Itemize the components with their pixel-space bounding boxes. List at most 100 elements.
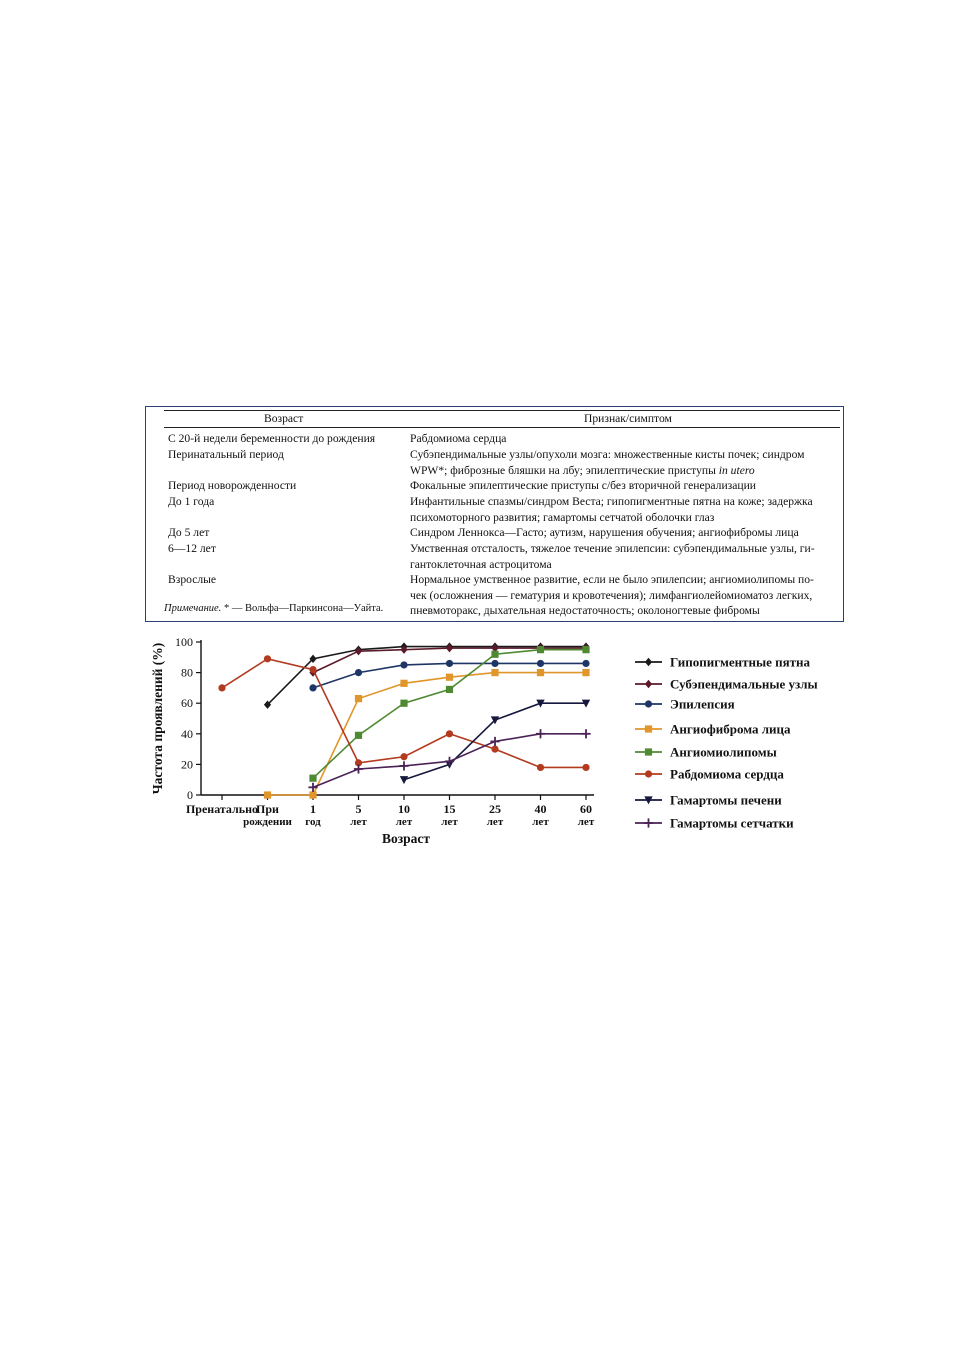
symptom-cell: Умственная отсталость, тяжелое течение э… (410, 541, 840, 572)
legend-marker (644, 796, 653, 805)
symptom-line: Субэпендимальные узлы/опухоли мозга: мно… (410, 448, 805, 461)
symptom-line: пневмоторакс, дыхательная недостаточност… (410, 604, 760, 617)
data-point (400, 661, 408, 669)
data-point (354, 759, 363, 767)
legend-label: Ангиомиолипомы (670, 745, 777, 760)
data-point (445, 730, 454, 738)
data-point (445, 643, 454, 653)
data-point (263, 700, 272, 709)
symptom-cell: Фокальные эпилептические приступы с/без … (410, 478, 840, 494)
data-point (491, 669, 499, 677)
x-tick-label: 5 (356, 802, 362, 816)
data-point (582, 646, 590, 654)
age-cell: Взрослые (168, 573, 217, 586)
age-cell: С 20-й недели беременности до рождения (168, 432, 376, 445)
symptom-line: психомоторного развития; гамартомы сетча… (410, 510, 715, 524)
data-point (536, 659, 545, 668)
symptom-line: WPW*; фиброзные бляшки на лбу; эпилептич… (410, 463, 755, 477)
table-header: Возраст Признак/симптом (164, 410, 840, 428)
x-tick-label: лет (578, 816, 595, 828)
symptom-cell: Синдром Леннокса—Гасто; аутизм, нарушени… (410, 525, 840, 541)
data-point (400, 753, 408, 761)
data-point (309, 774, 317, 782)
symptom-line: Фокальные эпилептические приступы с/без … (410, 479, 756, 492)
chart-series (218, 642, 591, 799)
legend-label: Субэпендимальные узлы (670, 677, 818, 692)
y-tick-label: 60 (181, 696, 193, 710)
legend-entry: Субэпендимальные узлы (635, 677, 818, 692)
y-axis-title: Частота проявлений (%) (150, 643, 165, 795)
data-point (309, 665, 317, 674)
x-tick-label: год (305, 816, 321, 828)
series-Ангиофиброма лица (263, 669, 590, 799)
series-line (266, 645, 586, 706)
x-tick-label: 15 (444, 802, 456, 816)
data-point (444, 756, 455, 766)
frequency-line-chart: 020406080100ПренатальноПрирождении1год5л… (150, 635, 818, 846)
symptom-line: Синдром Леннокса—Гасто; аутизм, нарушени… (410, 526, 799, 539)
series-Рабдомиома сердца (218, 655, 590, 772)
symptom-line: Умственная отсталость, тяжелое течение э… (410, 542, 815, 555)
data-point (582, 669, 590, 677)
x-tick-label: лет (350, 816, 367, 828)
header-symptom: Признак/симптом (584, 412, 672, 425)
note-text: * — Вольфа—Паркинсона—Уайта. (221, 603, 384, 614)
symptom-line: гантоклеточная астроцитома (410, 557, 552, 571)
age-cell: До 5 лет (168, 526, 210, 539)
series-line (267, 671, 586, 796)
legend-label: Эпилепсия (670, 697, 735, 712)
data-point (354, 695, 363, 703)
data-point (263, 655, 272, 663)
x-tick-label: При (256, 802, 279, 816)
note-label: Примечание. (164, 603, 222, 614)
data-point (491, 745, 499, 753)
symptom-line: Нормальное умственное развитие, если не … (410, 573, 814, 586)
data-point (491, 659, 499, 668)
y-tick-label: 100 (175, 635, 193, 649)
age-symptom-table-frame: Возраст Признак/симптом С 20-й недели бе… (145, 406, 844, 622)
table-note: Примечание. * — Вольфа—Паркинсона—Уайта. (164, 601, 383, 617)
data-point (309, 684, 317, 692)
symptom-cell: Нормальное умственное развитие, если не … (410, 572, 840, 619)
symptom-cell: Субэпендимальные узлы/опухоли мозга: мно… (410, 447, 840, 478)
x-tick-label: Пренатально (186, 802, 258, 816)
legend-label: Гамартомы сетчатки (670, 816, 794, 831)
data-point (490, 716, 500, 725)
symptom-cell: Рабдомиома сердца (410, 431, 840, 447)
data-point (353, 764, 364, 774)
data-point (582, 763, 590, 772)
legend-label: Ангиофиброма лица (670, 722, 791, 737)
x-tick-label: 25 (489, 802, 501, 816)
legend-entry: Рабдомиома сердца (635, 767, 784, 782)
legend-entry: Ангиофиброма лица (635, 722, 791, 737)
data-point (445, 685, 454, 694)
data-point (354, 731, 363, 739)
y-tick-label: 20 (181, 757, 193, 771)
series-Ангиомиолипомы (309, 646, 590, 782)
y-tick-label: 0 (187, 788, 193, 802)
data-point (535, 729, 546, 739)
legend-label: Гамартомы печени (670, 793, 782, 808)
data-point (445, 659, 454, 668)
legend-marker (643, 818, 654, 828)
legend-marker (644, 657, 653, 667)
age-cell: Перинатальный период (168, 448, 284, 461)
x-tick-label: 10 (398, 802, 410, 816)
legend-entry: Гамартомы сетчатки (635, 816, 794, 831)
data-point (490, 736, 500, 747)
x-tick-label: 1 (310, 802, 316, 816)
data-point (581, 729, 591, 739)
age-cell: До 1 года (168, 495, 215, 508)
legend-entry: Ангиомиолипомы (635, 745, 777, 760)
y-tick-label: 40 (181, 727, 193, 741)
data-point (400, 645, 408, 654)
x-tick-label: лет (441, 816, 458, 828)
data-point (445, 673, 454, 681)
series-line (221, 657, 586, 769)
legend-entry: Гамартомы печени (635, 793, 782, 808)
legend-marker (644, 700, 653, 708)
data-point (263, 791, 272, 799)
x-tick-label: рождении (243, 816, 292, 828)
chart-axes: 020406080100ПренатальноПрирождении1год5л… (150, 635, 595, 846)
legend-marker (644, 748, 653, 756)
